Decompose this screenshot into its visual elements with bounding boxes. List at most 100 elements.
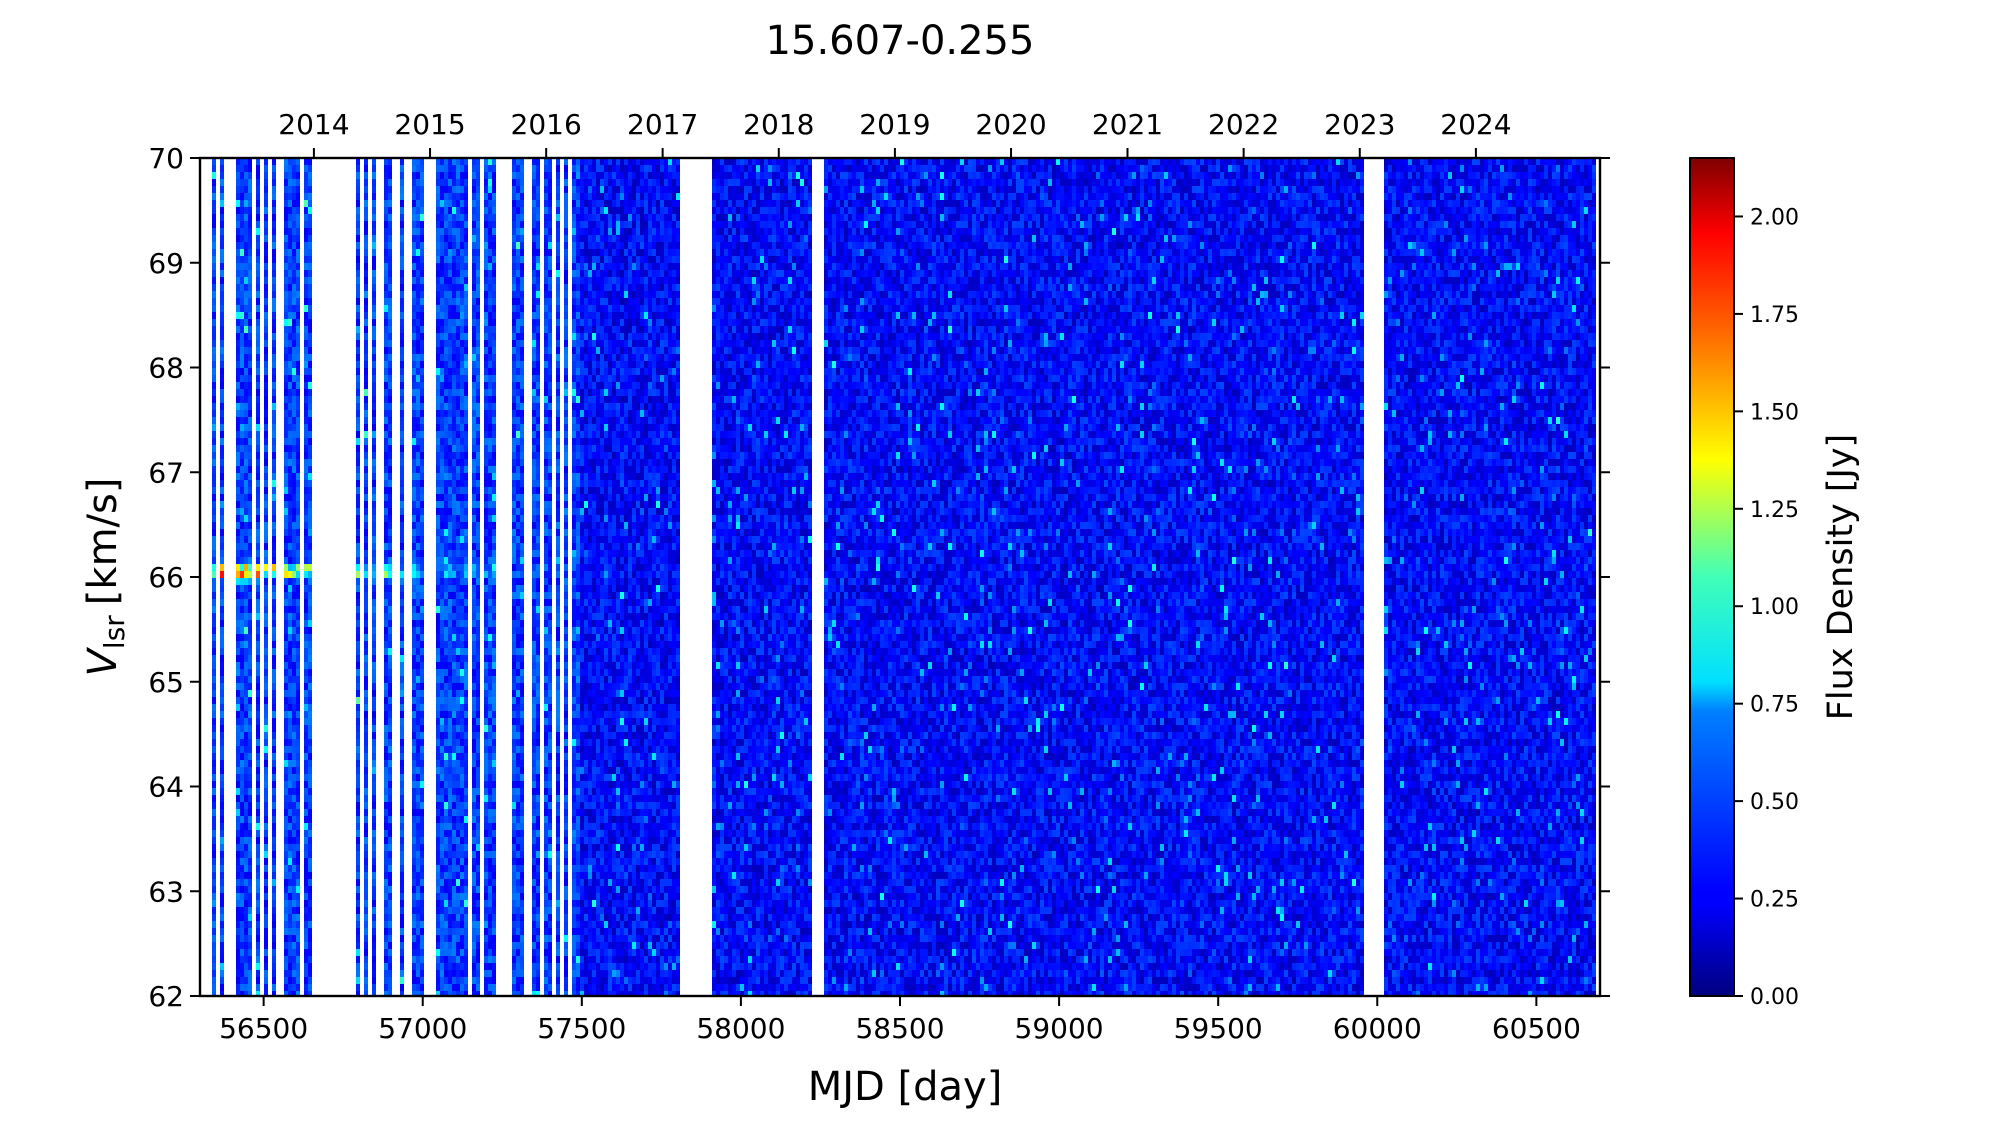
heatmap-cell <box>456 417 460 424</box>
heatmap-cell <box>388 242 392 249</box>
heatmap-cell <box>436 984 440 991</box>
heatmap-cell <box>244 284 248 291</box>
heatmap-cell <box>240 459 244 466</box>
heatmap-cell <box>244 431 248 438</box>
heatmap-cell <box>520 326 524 333</box>
heatmap-cell <box>412 795 416 802</box>
heatmap-cell <box>464 844 468 851</box>
heatmap-cell <box>240 830 244 837</box>
heatmap-cell <box>412 578 416 585</box>
heatmap-cell <box>308 298 312 305</box>
heatmap-cell <box>532 578 536 585</box>
heatmap-cell <box>220 914 224 921</box>
heatmap-cell <box>388 823 392 830</box>
heatmap-cell <box>248 522 252 529</box>
heatmap-cell <box>464 214 468 221</box>
heatmap-cell <box>520 431 524 438</box>
heatmap-cell <box>372 557 376 564</box>
heatmap-cell <box>264 263 268 270</box>
heatmap-cell <box>304 438 308 445</box>
heatmap-cell <box>512 284 516 291</box>
heatmap-cell <box>284 788 288 795</box>
heatmap-cell <box>516 858 520 865</box>
heatmap-cell <box>304 907 308 914</box>
heatmap-cell <box>212 557 216 564</box>
heatmap-cell <box>364 893 368 900</box>
heatmap-cell <box>440 361 444 368</box>
heatmap-cell <box>436 683 440 690</box>
heatmap-cell <box>356 501 360 508</box>
heatmap-cell <box>296 487 300 494</box>
heatmap-cell <box>364 452 368 459</box>
heatmap-cell <box>272 669 276 676</box>
heatmap-cell <box>484 235 488 242</box>
heatmap-cell <box>412 277 416 284</box>
heatmap-cell <box>444 480 448 487</box>
heatmap-cell <box>472 984 476 991</box>
heatmap-cell <box>436 200 440 207</box>
heatmap-cell <box>248 361 252 368</box>
heatmap-cell <box>484 606 488 613</box>
heatmap-cell <box>516 914 520 921</box>
heatmap-cell <box>240 270 244 277</box>
heatmap-cell <box>460 291 464 298</box>
heatmap-cell <box>384 368 388 375</box>
heatmap-cell <box>456 844 460 851</box>
heatmap-cell <box>416 788 420 795</box>
heatmap-cell <box>212 935 216 942</box>
heatmap-cell <box>308 494 312 501</box>
heatmap-cell <box>272 732 276 739</box>
heatmap-cell <box>420 417 424 424</box>
heatmap-cell <box>292 949 296 956</box>
heatmap-cell <box>292 900 296 907</box>
heatmap-cell <box>416 543 420 550</box>
heatmap-cell <box>364 620 368 627</box>
heatmap-cell <box>388 774 392 781</box>
heatmap-cell <box>296 865 300 872</box>
heatmap-cell <box>356 662 360 669</box>
heatmap-cell <box>292 788 296 795</box>
heatmap-cell <box>308 347 312 354</box>
heatmap-cell <box>532 221 536 228</box>
heatmap-cell <box>256 557 260 564</box>
heatmap-cell <box>244 648 248 655</box>
heatmap-cell <box>420 585 424 592</box>
heatmap-cell <box>304 648 308 655</box>
heatmap-cell <box>296 606 300 613</box>
heatmap-cell <box>292 599 296 606</box>
heatmap-cell <box>248 263 252 270</box>
heatmap-cell <box>444 298 448 305</box>
heatmap-cell <box>296 480 300 487</box>
heatmap-cell <box>400 788 404 795</box>
heatmap-cell <box>304 844 308 851</box>
heatmap-cell <box>488 753 492 760</box>
heatmap-cell <box>292 578 296 585</box>
heatmap-cell <box>512 396 516 403</box>
heatmap-cell <box>288 879 292 886</box>
heatmap-cell <box>256 165 260 172</box>
heatmap-cell <box>444 340 448 347</box>
heatmap-cell <box>516 179 520 186</box>
heatmap-cell <box>512 697 516 704</box>
heatmap-cell <box>284 935 288 942</box>
heatmap-cell <box>272 291 276 298</box>
heatmap-cell <box>460 900 464 907</box>
heatmap-cell <box>288 774 292 781</box>
heatmap-cell <box>356 410 360 417</box>
heatmap-cell <box>412 263 416 270</box>
heatmap-cell <box>304 984 308 991</box>
heatmap-cell <box>532 599 536 606</box>
heatmap-cell <box>364 844 368 851</box>
heatmap-cell <box>356 319 360 326</box>
heatmap-cell <box>304 382 308 389</box>
heatmap-cell <box>388 284 392 291</box>
heatmap-cell <box>272 893 276 900</box>
heatmap-cell <box>388 564 392 571</box>
heatmap-cell <box>384 641 388 648</box>
heatmap-cell <box>272 697 276 704</box>
heatmap-cell <box>472 900 476 907</box>
heatmap-cell <box>388 837 392 844</box>
heatmap-cell <box>412 599 416 606</box>
heatmap-cell <box>452 487 456 494</box>
heatmap-cell <box>384 648 388 655</box>
